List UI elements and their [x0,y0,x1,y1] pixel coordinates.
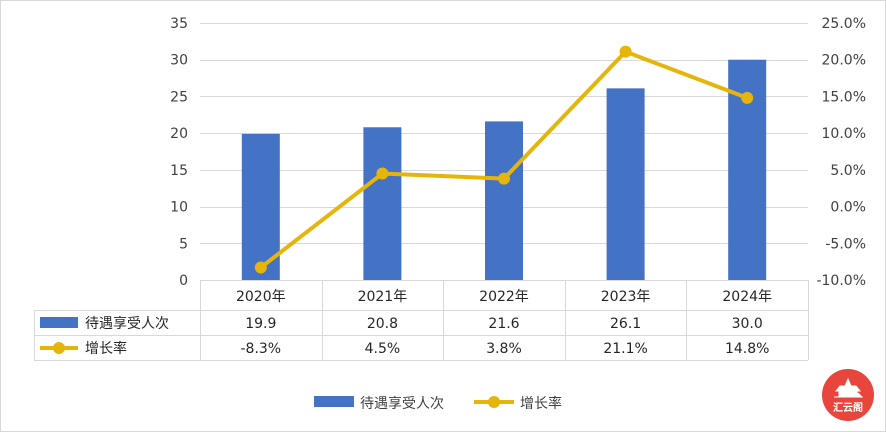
table-cell: 19.9 [245,316,276,332]
y-right-tick-label: -10.0% [816,273,866,289]
y-right-tick-label: 20.0% [822,53,866,69]
y-left-tick-label: 30 [170,53,188,69]
line-marker [498,172,510,185]
y-left-tick-label: 20 [170,126,188,142]
legend-bar-swatch [314,396,354,407]
line-marker [741,91,754,104]
y-left-tick-label: 15 [170,163,188,179]
table-cell: 21.1% [603,341,647,357]
watermark-text: 汇云阁 [833,401,863,414]
bar [485,121,523,280]
x-category-label: 2024年 [722,289,772,305]
y-left-tick-label: 10 [170,200,188,216]
y-right-tick-label: -5.0% [825,236,866,252]
y-left-tick-label: 5 [179,236,188,252]
table-cell: -8.3% [240,341,281,357]
table-line-legend-marker [53,342,65,354]
y-right-tick-label: 5.0% [830,163,866,179]
table-cell: 30.0 [732,316,763,332]
y-left-tick-label: 35 [170,16,188,32]
y-right-tick-label: 25.0% [822,16,866,32]
line-marker [376,167,389,180]
legend-label: 增长率 [520,395,562,412]
legend-line-marker [488,396,500,408]
line-marker [619,45,632,58]
table-cell: 21.6 [488,316,519,332]
x-category-label: 2022年 [479,289,529,305]
x-category-label: 2021年 [358,289,408,305]
table-cell: 26.1 [610,316,641,332]
bar [606,88,645,280]
y-left-tick-label: 25 [170,89,188,105]
y-right-tick-label: 15.0% [822,89,866,105]
y-right-tick-label: 0.0% [830,200,866,216]
x-category-label: 2023年 [601,289,651,305]
y-right-tick-label: 10.0% [822,126,866,142]
y-left-tick-label: 0 [179,273,188,289]
bar [363,127,402,280]
x-category-label: 2020年 [236,289,286,305]
table-cell: 4.5% [365,341,401,357]
table-bar-legend-key [40,317,78,328]
table-row-label: 增长率 [85,340,127,357]
table-cell: 3.8% [486,341,522,357]
line-marker [254,261,267,274]
watermark-logo: 汇云阁 [822,369,874,421]
table-cell: 14.8% [725,341,769,357]
pagoda-icon [834,377,864,398]
legend-label: 待遇享受人次 [360,395,444,412]
table-row-label: 待遇享受人次 [85,315,169,332]
table-cell: 20.8 [367,316,398,332]
